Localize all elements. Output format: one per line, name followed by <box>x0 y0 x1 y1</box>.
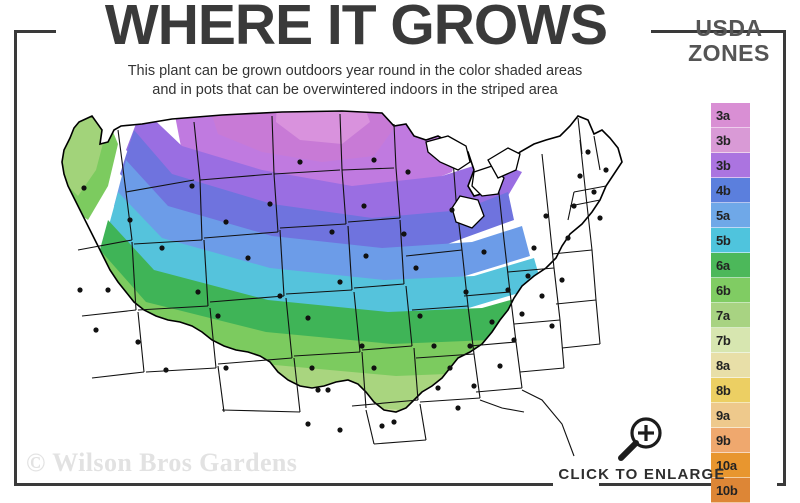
legend-zone-label: 7a <box>716 307 730 323</box>
legend-zone-6b-7: 6b <box>711 278 750 303</box>
frame-left-edge <box>14 30 17 486</box>
legend-zone-label: 8b <box>716 382 731 398</box>
legend-zone-3a-0: 3a <box>711 103 750 128</box>
legend-zone-label: 6a <box>716 257 730 273</box>
legend-zone-label: 9a <box>716 407 730 423</box>
frame-top-right-stub <box>651 30 786 33</box>
legend-zone-8b-11: 8b <box>711 378 750 403</box>
legend-swatch-list: 3a 3b 3b 4b 5a 5b 6a 6b 7a 7b 8a 8b 9a 9b 10a 10b <box>711 103 750 503</box>
legend-zone-label: 8a <box>716 357 730 373</box>
legend-zone-9a-12: 9a <box>711 403 750 428</box>
legend-zone-8a-10: 8a <box>711 353 750 378</box>
legend-title-line-2: ZONES <box>688 40 770 66</box>
legend-zone-label: 10a <box>716 457 737 473</box>
subtitle-line-1: This plant can be grown outdoors year ro… <box>127 63 583 79</box>
legend-zone-label: 10b <box>716 482 738 498</box>
watermark-credit: © Wilson Bros Gardens <box>26 448 298 477</box>
legend-zone-label: 5a <box>716 207 730 223</box>
legend-zone-label: 9b <box>716 432 731 448</box>
legend-zone-label: 3b <box>716 132 731 148</box>
frame-bottom-edge <box>14 483 786 486</box>
legend-zone-label: 5b <box>716 232 731 248</box>
legend-zone-10a-14: 10a <box>711 453 750 478</box>
great-lakes <box>425 135 521 229</box>
legend-zone-5a-4: 5a <box>711 203 750 228</box>
page-title: WHERE IT GROWS <box>104 0 608 57</box>
legend-zone-3b-2: 3b <box>711 153 750 178</box>
frame-right-edge <box>783 30 786 486</box>
legend-zone-label: 7b <box>716 332 731 348</box>
frame-bottom-gap-right <box>731 483 777 486</box>
legend-zone-7b-9: 7b <box>711 328 750 353</box>
legend-zone-4b-3: 4b <box>711 178 750 203</box>
legend-zone-9b-13: 9b <box>711 428 750 453</box>
page-subtitle: This plant can be grown outdoors year ro… <box>40 62 670 100</box>
state-borders <box>77 113 607 457</box>
frame-bottom-gap-left <box>553 483 599 486</box>
subtitle-line-2: and in pots that can be overwintered ind… <box>152 82 558 98</box>
legend-zone-5b-5: 5b <box>711 228 750 253</box>
click-to-enlarge-label[interactable]: CLICK TO ENLARGE <box>558 466 726 483</box>
legend-zone-7a-8: 7a <box>711 303 750 328</box>
frame-top-left-stub <box>14 30 56 33</box>
legend-zone-6a-6: 6a <box>711 253 750 278</box>
legend-zone-3b-1: 3b <box>711 128 750 153</box>
legend-zone-label: 6b <box>716 282 731 298</box>
legend-zone-label: 3a <box>716 107 730 123</box>
zone-color-bands <box>62 111 622 412</box>
legend-zone-label: 4b <box>716 182 731 198</box>
legend-title: USDA ZONES <box>666 16 792 66</box>
usda-zone-map[interactable] <box>22 100 662 460</box>
legend-title-line-1: USDA <box>695 15 763 41</box>
city-dot-group <box>77 149 609 433</box>
legend-zone-label: 3b <box>716 157 731 173</box>
usda-zone-map-svg <box>61 110 623 457</box>
magnifier-plus-icon[interactable] <box>616 416 666 462</box>
